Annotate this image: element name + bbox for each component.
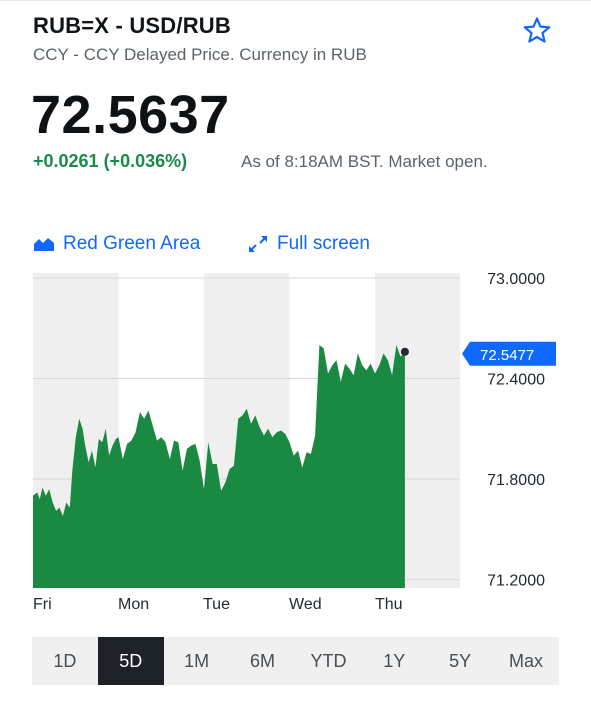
current-value-tag [462,341,556,366]
range-button-max[interactable]: Max [509,650,544,671]
price-area [33,345,405,588]
x-tick-label: Fri [33,596,52,613]
x-tick-label: Wed [289,596,322,613]
price-change: +0.0261 (+0.036%) [33,151,188,171]
range-button-6m[interactable]: 6M [250,650,276,671]
quote-subtitle: CCY - CCY Delayed Price. Currency in RUB [33,45,367,64]
y-tick-label: 71.8000 [487,472,545,489]
range-button-ytd[interactable]: YTD [310,650,347,671]
y-tick-label: 72.4000 [487,372,545,389]
chart-type-label: Red Green Area [63,233,201,254]
x-tick-label: Tue [203,596,230,613]
range-selector: 1D 5D 1M 6M YTD 1Y 5Y Max [32,637,559,685]
expand-arrows-icon [249,236,267,252]
range-button-1d[interactable]: 1D [53,650,77,671]
y-tick-label: 71.2000 [487,573,545,590]
symbol-title: RUB=X - USD/RUB [33,13,231,38]
market-status: As of 8:18AM BST. Market open. [241,152,488,171]
fullscreen-button[interactable]: Full screen [247,233,370,255]
x-tick-label: Mon [118,596,149,613]
fullscreen-label: Full screen [277,233,370,254]
range-button-1y[interactable]: 1Y [383,650,406,671]
chart-type-button[interactable]: Red Green Area [33,233,200,255]
range-button-1m[interactable]: 1M [184,650,210,671]
current-value-label: 72.5477 [480,347,534,364]
current-price: 72.5637 [31,85,230,145]
last-price-dot [400,347,409,356]
y-tick-label: 73.0000 [487,271,545,288]
price-area-chart[interactable]: 73.0000 72.4000 71.8000 71.2000 72.5477 Fri Mo… [0,262,591,622]
area-chart-icon [34,238,54,251]
star-icon[interactable] [522,16,552,46]
x-tick-label: Thu [375,596,403,613]
range-button-5y[interactable]: 5Y [449,650,472,671]
top-divider [0,0,591,1]
range-button-5d[interactable]: 5D [97,637,164,685]
